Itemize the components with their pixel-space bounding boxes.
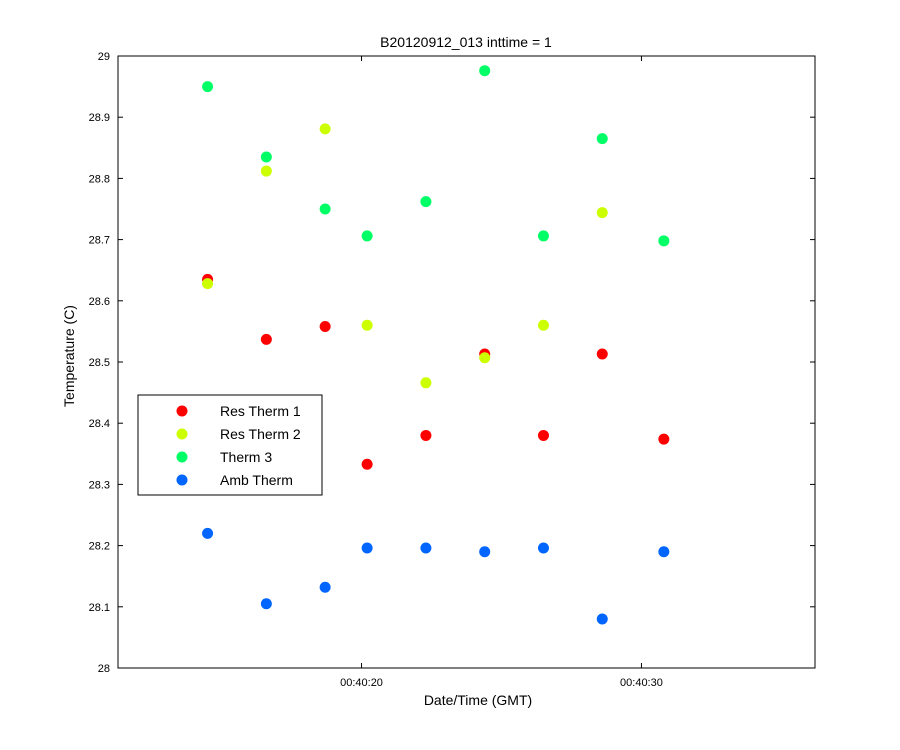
x-tick-label: 00:40:30	[620, 677, 663, 689]
y-axis-ticks: 28 28.1 28.2 28.3 28.4 28.5 28.6 28.7 28.8 28.9 29	[89, 51, 815, 675]
legend-marker	[176, 474, 188, 486]
data-point	[537, 429, 549, 441]
data-point	[596, 348, 608, 360]
data-point	[361, 542, 373, 554]
data-point	[537, 319, 549, 331]
legend-label: Amb Therm	[220, 472, 293, 488]
data-point	[260, 333, 272, 345]
x-axis-title: Date/Time (GMT)	[424, 692, 532, 708]
series-res-therm-2	[202, 123, 608, 389]
y-axis-title: Temperature (C)	[61, 305, 77, 407]
data-point	[596, 613, 608, 625]
y-tick-label: 28.2	[89, 541, 110, 553]
data-points	[202, 65, 670, 625]
data-point	[658, 546, 670, 558]
data-point	[260, 598, 272, 610]
data-point	[260, 165, 272, 177]
data-point	[319, 203, 331, 215]
data-point	[319, 321, 331, 333]
series-amb-therm	[202, 527, 670, 625]
data-point	[319, 123, 331, 135]
y-tick-label: 28.3	[89, 479, 110, 491]
y-tick-label: 28.1	[89, 602, 110, 614]
x-axis-ticks: 00:40:20 00:40:30	[340, 56, 663, 689]
legend-label: Res Therm 2	[220, 426, 301, 442]
data-point	[319, 581, 331, 593]
y-tick-label: 28.8	[89, 173, 110, 185]
data-point	[658, 235, 670, 247]
y-tick-label: 28.6	[89, 296, 110, 308]
data-point	[596, 133, 608, 145]
x-tick-label: 00:40:20	[340, 677, 383, 689]
data-point	[361, 458, 373, 470]
data-point	[420, 196, 432, 208]
data-point	[260, 151, 272, 163]
legend-marker	[176, 451, 188, 463]
data-point	[202, 81, 214, 93]
legend-label: Therm 3	[220, 449, 272, 465]
data-point	[537, 542, 549, 554]
legend-marker	[176, 428, 188, 440]
y-tick-label: 29	[98, 51, 110, 63]
legend-marker	[176, 405, 188, 417]
y-tick-label: 28.7	[89, 235, 110, 247]
data-point	[420, 429, 432, 441]
chart-title: B20120912_013 inttime = 1	[380, 34, 552, 50]
data-point	[537, 230, 549, 242]
y-tick-label: 28	[98, 663, 110, 675]
data-point	[658, 433, 670, 445]
data-point	[479, 65, 491, 77]
legend-label: Res Therm 1	[220, 403, 301, 419]
data-point	[479, 546, 491, 558]
data-point	[479, 352, 491, 364]
y-tick-label: 28.4	[89, 418, 110, 430]
data-point	[420, 542, 432, 554]
plot-area	[117, 55, 816, 669]
y-tick-label: 28.5	[89, 357, 110, 369]
legend-box	[137, 394, 323, 496]
data-point	[420, 377, 432, 389]
series-therm-3	[202, 65, 670, 247]
data-point	[361, 230, 373, 242]
y-tick-label: 28.9	[89, 112, 110, 124]
legend: Res Therm 1 Res Therm 2 Therm 3 Amb Therm	[137, 394, 323, 496]
data-point	[596, 207, 608, 219]
data-point	[202, 527, 214, 539]
data-point	[202, 278, 214, 290]
data-point	[361, 319, 373, 331]
